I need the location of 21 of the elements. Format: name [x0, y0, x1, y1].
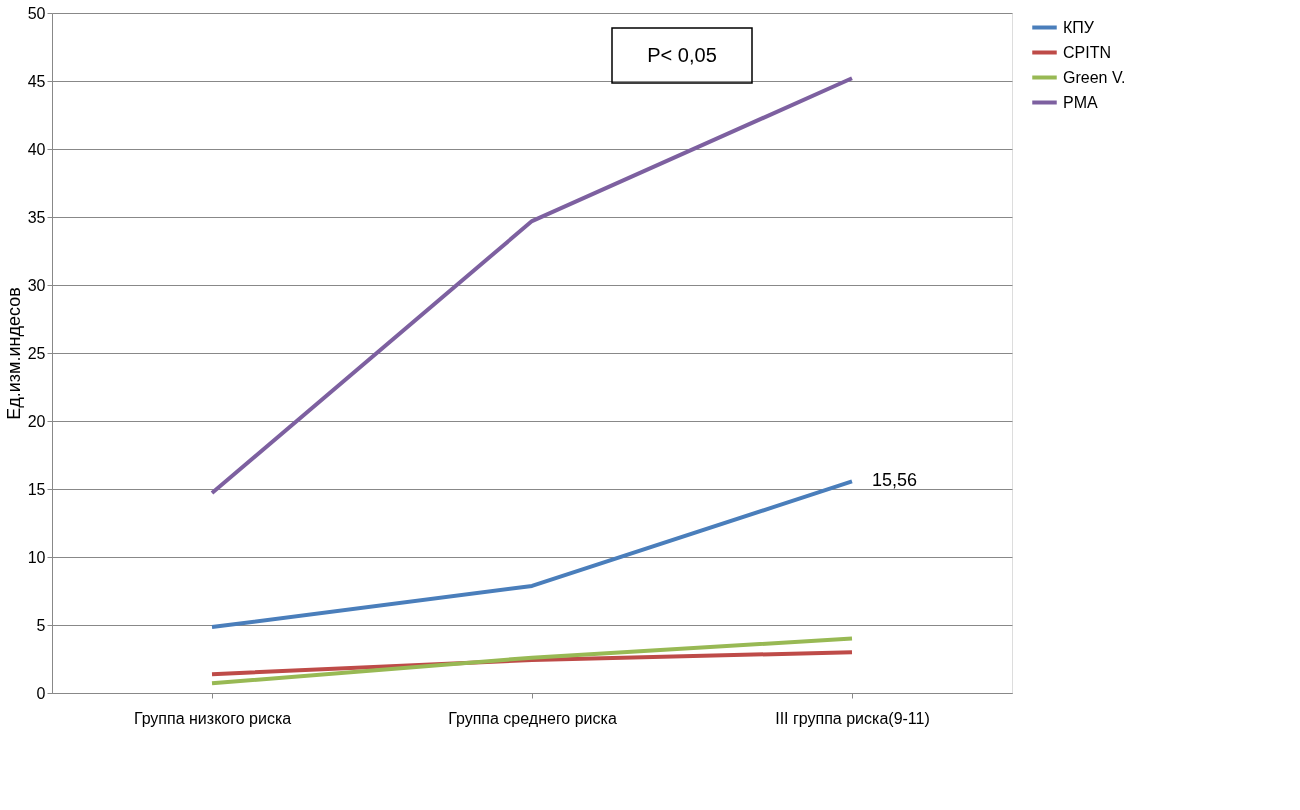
y-tick-label: 0: [36, 684, 46, 702]
y-axis-title: Ед.изм.индесов: [3, 287, 24, 420]
y-tick-label: 30: [27, 276, 46, 294]
y-tick-label: 10: [27, 548, 46, 566]
y-tick-label: 5: [36, 616, 46, 634]
annotation: P< 0,05: [647, 44, 717, 66]
legend-label: CPITN: [1063, 43, 1111, 61]
x-tick-label: III группа риска(9-11): [775, 709, 930, 727]
y-tick-label: 15: [27, 480, 46, 498]
y-tick-label: 40: [27, 140, 46, 158]
x-tick-label: Группа низкого риска: [133, 709, 292, 727]
legend-label: Green V.: [1063, 68, 1126, 86]
legend-label: PMA: [1063, 93, 1098, 111]
y-tick-label: 50: [27, 4, 46, 22]
y-tick-label: 35: [27, 208, 46, 226]
y-tick-label: 20: [27, 412, 46, 430]
annotation: 15,56: [872, 470, 918, 491]
x-tick-label: Группа среднего риска: [448, 709, 617, 727]
legend-label: КПУ: [1063, 18, 1095, 36]
y-tick-label: 25: [27, 344, 46, 362]
y-tick-label: 45: [27, 72, 46, 90]
